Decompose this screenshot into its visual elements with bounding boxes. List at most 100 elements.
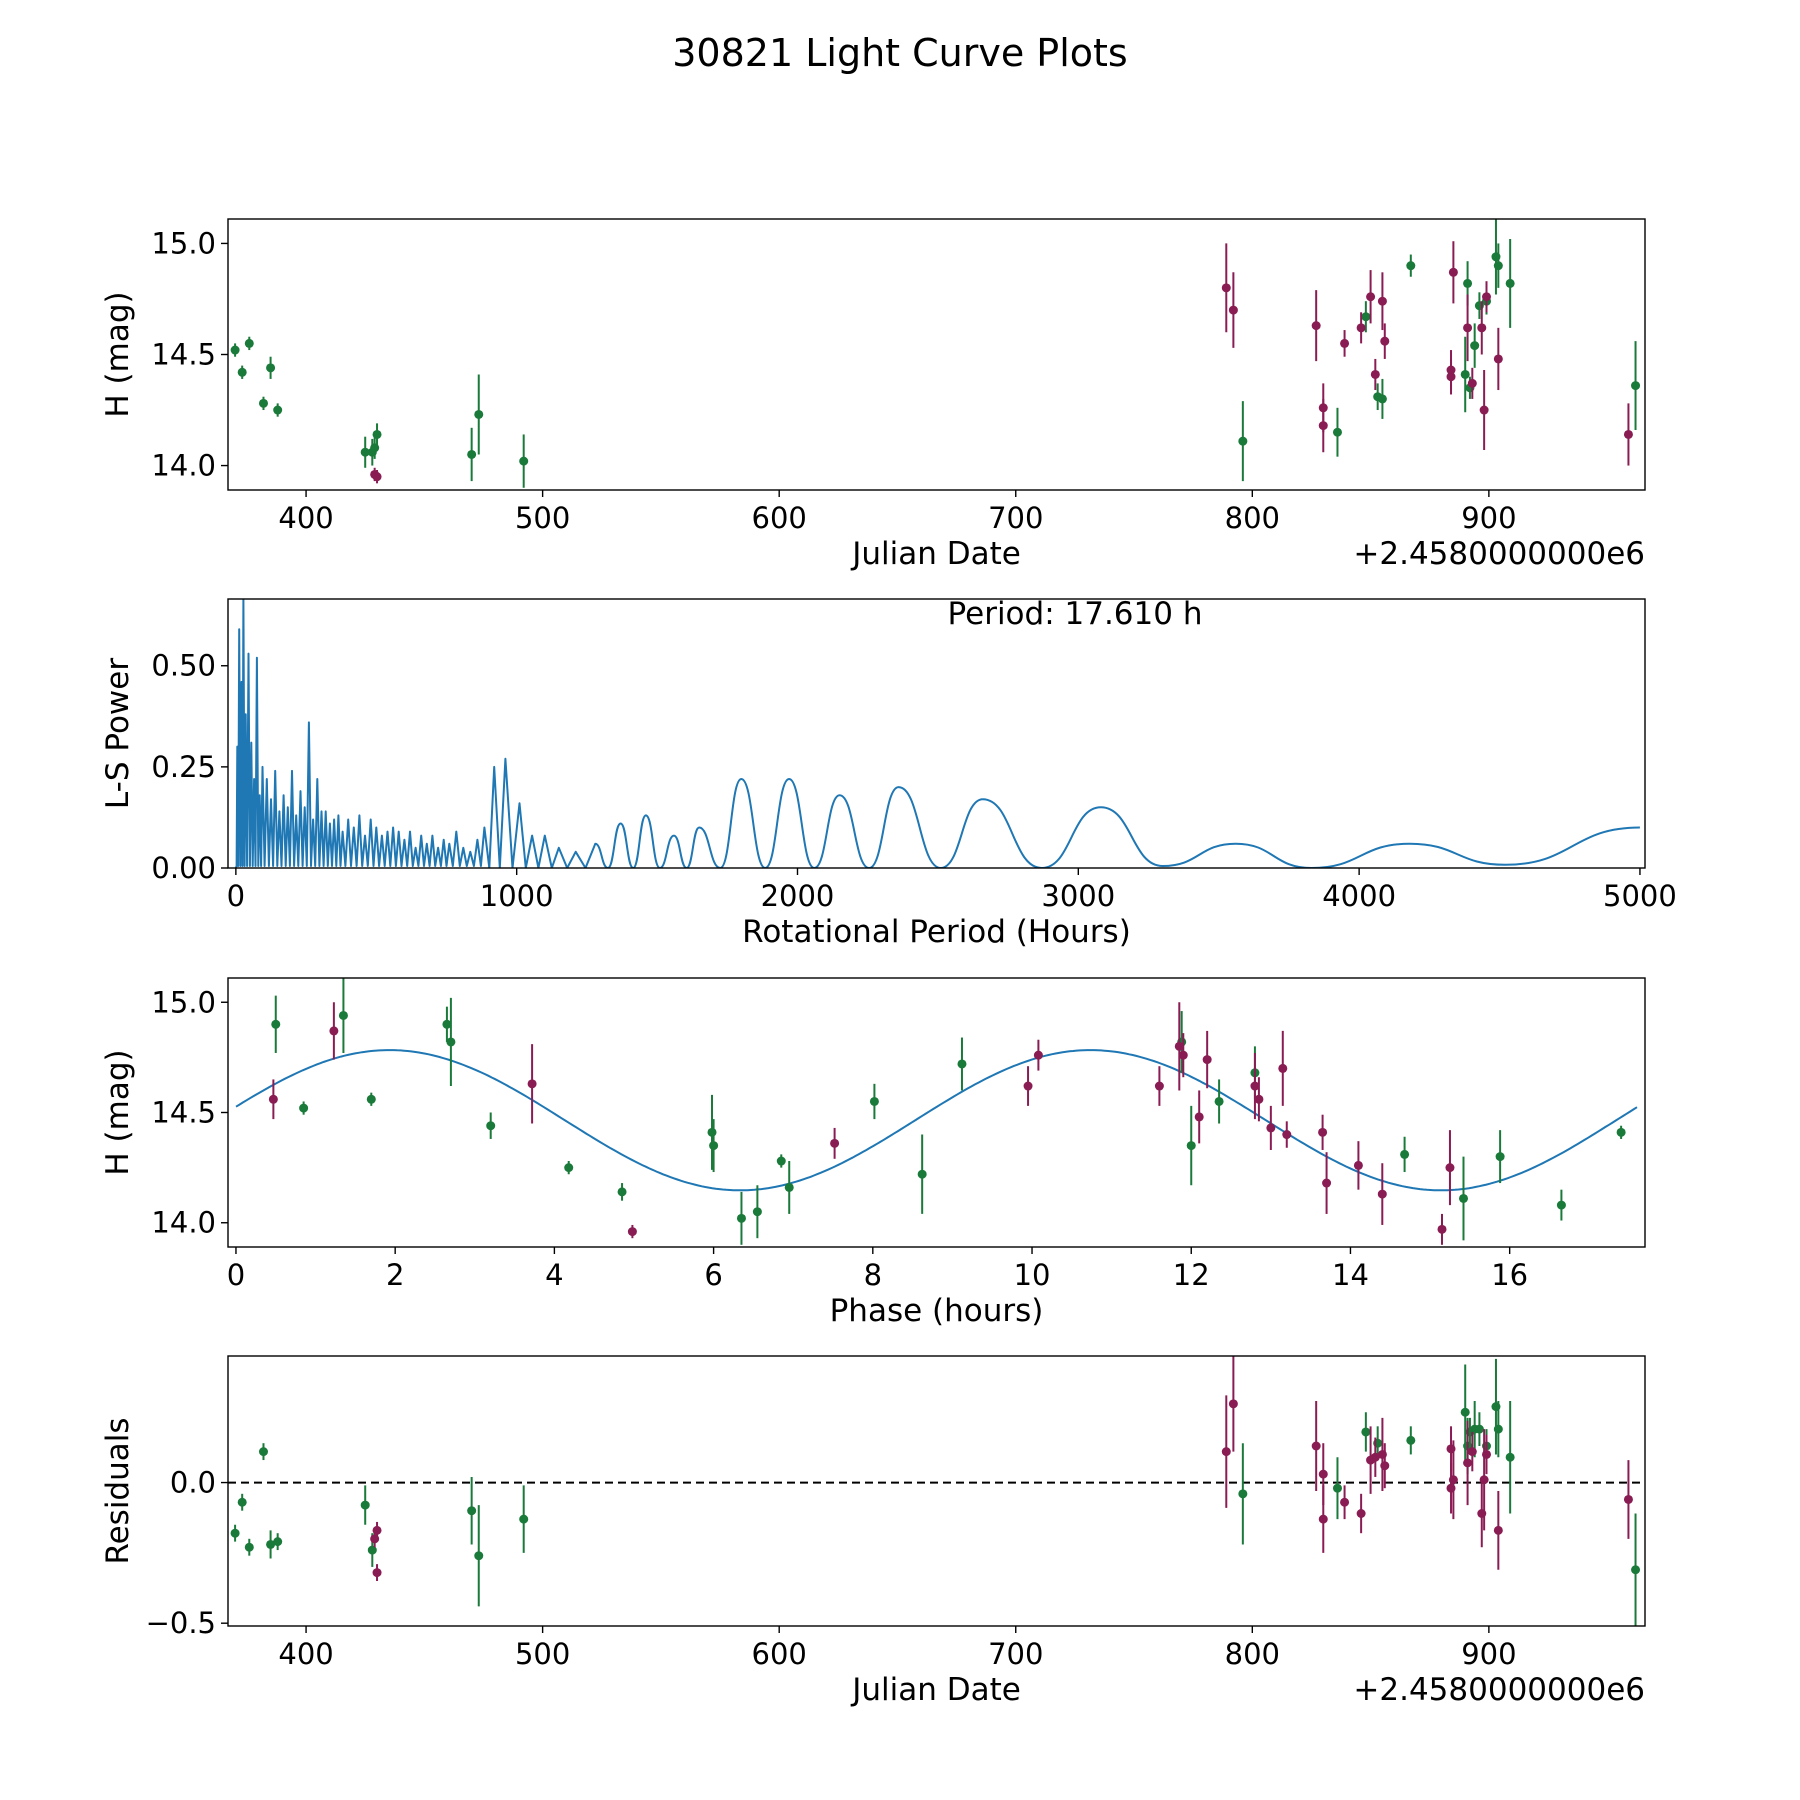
data-point	[372, 429, 382, 439]
data-point	[1460, 1407, 1470, 1417]
data-point	[1318, 1127, 1328, 1137]
y-tick-label: −0.5	[146, 1606, 216, 1640]
data-point	[1370, 1452, 1380, 1462]
data-point	[1366, 292, 1376, 302]
data-point	[709, 1141, 719, 1151]
x-tick-label: 12	[1173, 1258, 1210, 1292]
data-point	[1318, 421, 1328, 431]
x-tick-label: 600	[752, 501, 807, 535]
ls-power-line	[234, 599, 1640, 868]
x-axis-label: Phase (hours)	[830, 1293, 1044, 1329]
data-point	[266, 1539, 276, 1549]
data-point	[230, 1528, 240, 1538]
x-tick-label: 4	[545, 1258, 563, 1292]
y-axis-label: Residuals	[100, 1417, 136, 1564]
period-annotation: Period: 17.610 h	[948, 596, 1203, 632]
x-tick-label: 500	[515, 501, 570, 535]
data-point	[1033, 1050, 1043, 1060]
data-point	[1446, 372, 1456, 382]
lightcurve-panel: 400 500 600 700 800 900 14.0 14.5 15.0 Julian Dat…	[100, 218, 1646, 572]
data-point	[1623, 429, 1633, 439]
data-point	[1463, 278, 1473, 288]
data-point	[527, 1079, 537, 1089]
data-point	[237, 367, 247, 377]
data-point	[244, 338, 254, 348]
x-axis-label: Julian Date	[850, 1672, 1021, 1708]
y-tick-label: 0.0	[170, 1466, 216, 1500]
data-point	[1400, 1149, 1410, 1159]
data-point	[244, 1542, 254, 1552]
x-axis-label: Rotational Period (Hours)	[742, 914, 1131, 950]
data-point	[474, 1551, 484, 1561]
data-point	[1406, 261, 1416, 271]
phased-panel: 0 2 4 6 8 10 12 14 16 14.0 14.5 15.0 Phase (hours) H …	[100, 977, 1646, 1329]
y-tick-label: 15.0	[151, 226, 216, 260]
data-point	[1463, 323, 1473, 333]
data-point	[271, 1019, 281, 1029]
y-tick-label: 0.25	[151, 750, 216, 784]
x-tick-label: 5000	[1603, 879, 1677, 913]
data-point	[1493, 1424, 1503, 1434]
y-axis-label: L-S Power	[100, 658, 136, 809]
x-tick-label: 700	[988, 1637, 1043, 1671]
x-tick-label: 0	[227, 1258, 245, 1292]
data-point	[372, 1568, 382, 1578]
data-point	[1332, 427, 1342, 437]
data-point	[442, 1019, 452, 1029]
data-point	[627, 1227, 637, 1237]
x-tick-label: 2000	[761, 879, 835, 913]
data-point	[1631, 1565, 1641, 1575]
x-offset-text: +2.4580000000e6	[1353, 1672, 1645, 1708]
axes-frame	[227, 218, 1646, 491]
x-tick-label: 3000	[1041, 879, 1115, 913]
data-point	[1631, 381, 1641, 391]
data-point	[957, 1059, 967, 1069]
data-point	[1202, 1055, 1212, 1065]
data-point	[1238, 436, 1248, 446]
data-point	[1322, 1178, 1332, 1188]
x-tick-label: 14	[1332, 1258, 1369, 1292]
series-green	[230, 219, 1641, 488]
data-point	[1470, 341, 1480, 351]
residuals-panel: 400 500 600 700 800 900 −0.5 0.0 Julian Date Resi…	[100, 1355, 1646, 1708]
data-point	[617, 1187, 627, 1197]
x-tick-label: 900	[1461, 1637, 1516, 1671]
data-point	[1221, 283, 1231, 293]
data-point	[1479, 405, 1489, 415]
y-axis-label: H (mag)	[100, 1049, 136, 1175]
data-point	[1186, 1141, 1196, 1151]
data-point	[1228, 1399, 1238, 1409]
data-point	[258, 398, 268, 408]
data-point	[1448, 1475, 1458, 1485]
data-point	[1463, 1458, 1473, 1468]
data-point	[1361, 1427, 1371, 1437]
data-point	[268, 1094, 278, 1104]
x-tick-label: 500	[515, 1637, 570, 1671]
data-point	[917, 1169, 927, 1179]
series-magenta	[370, 241, 1633, 484]
plot-area	[230, 219, 1641, 488]
plot-area	[228, 1356, 1645, 1626]
y-tick-label: 0.00	[151, 851, 216, 885]
data-point	[1380, 1461, 1390, 1471]
data-point	[1361, 312, 1371, 322]
data-point	[230, 345, 240, 355]
axes-frame	[227, 598, 1646, 869]
x-tick-label: 600	[752, 1637, 807, 1671]
figure-title: 30821 Light Curve Plots	[672, 31, 1127, 75]
data-point	[1332, 1483, 1342, 1493]
data-point	[1238, 1489, 1248, 1499]
data-point	[360, 447, 370, 457]
data-point	[329, 1026, 339, 1036]
data-point	[273, 405, 283, 415]
data-point	[1266, 1123, 1276, 1133]
data-point	[1318, 1514, 1328, 1524]
x-tick-label: 2	[386, 1258, 404, 1292]
data-point	[1474, 1424, 1484, 1434]
x-tick-label: 1000	[480, 879, 554, 913]
data-point	[776, 1156, 786, 1166]
data-point	[1282, 1130, 1292, 1140]
x-tick-label: 800	[1225, 1637, 1280, 1671]
data-point	[1448, 267, 1458, 277]
